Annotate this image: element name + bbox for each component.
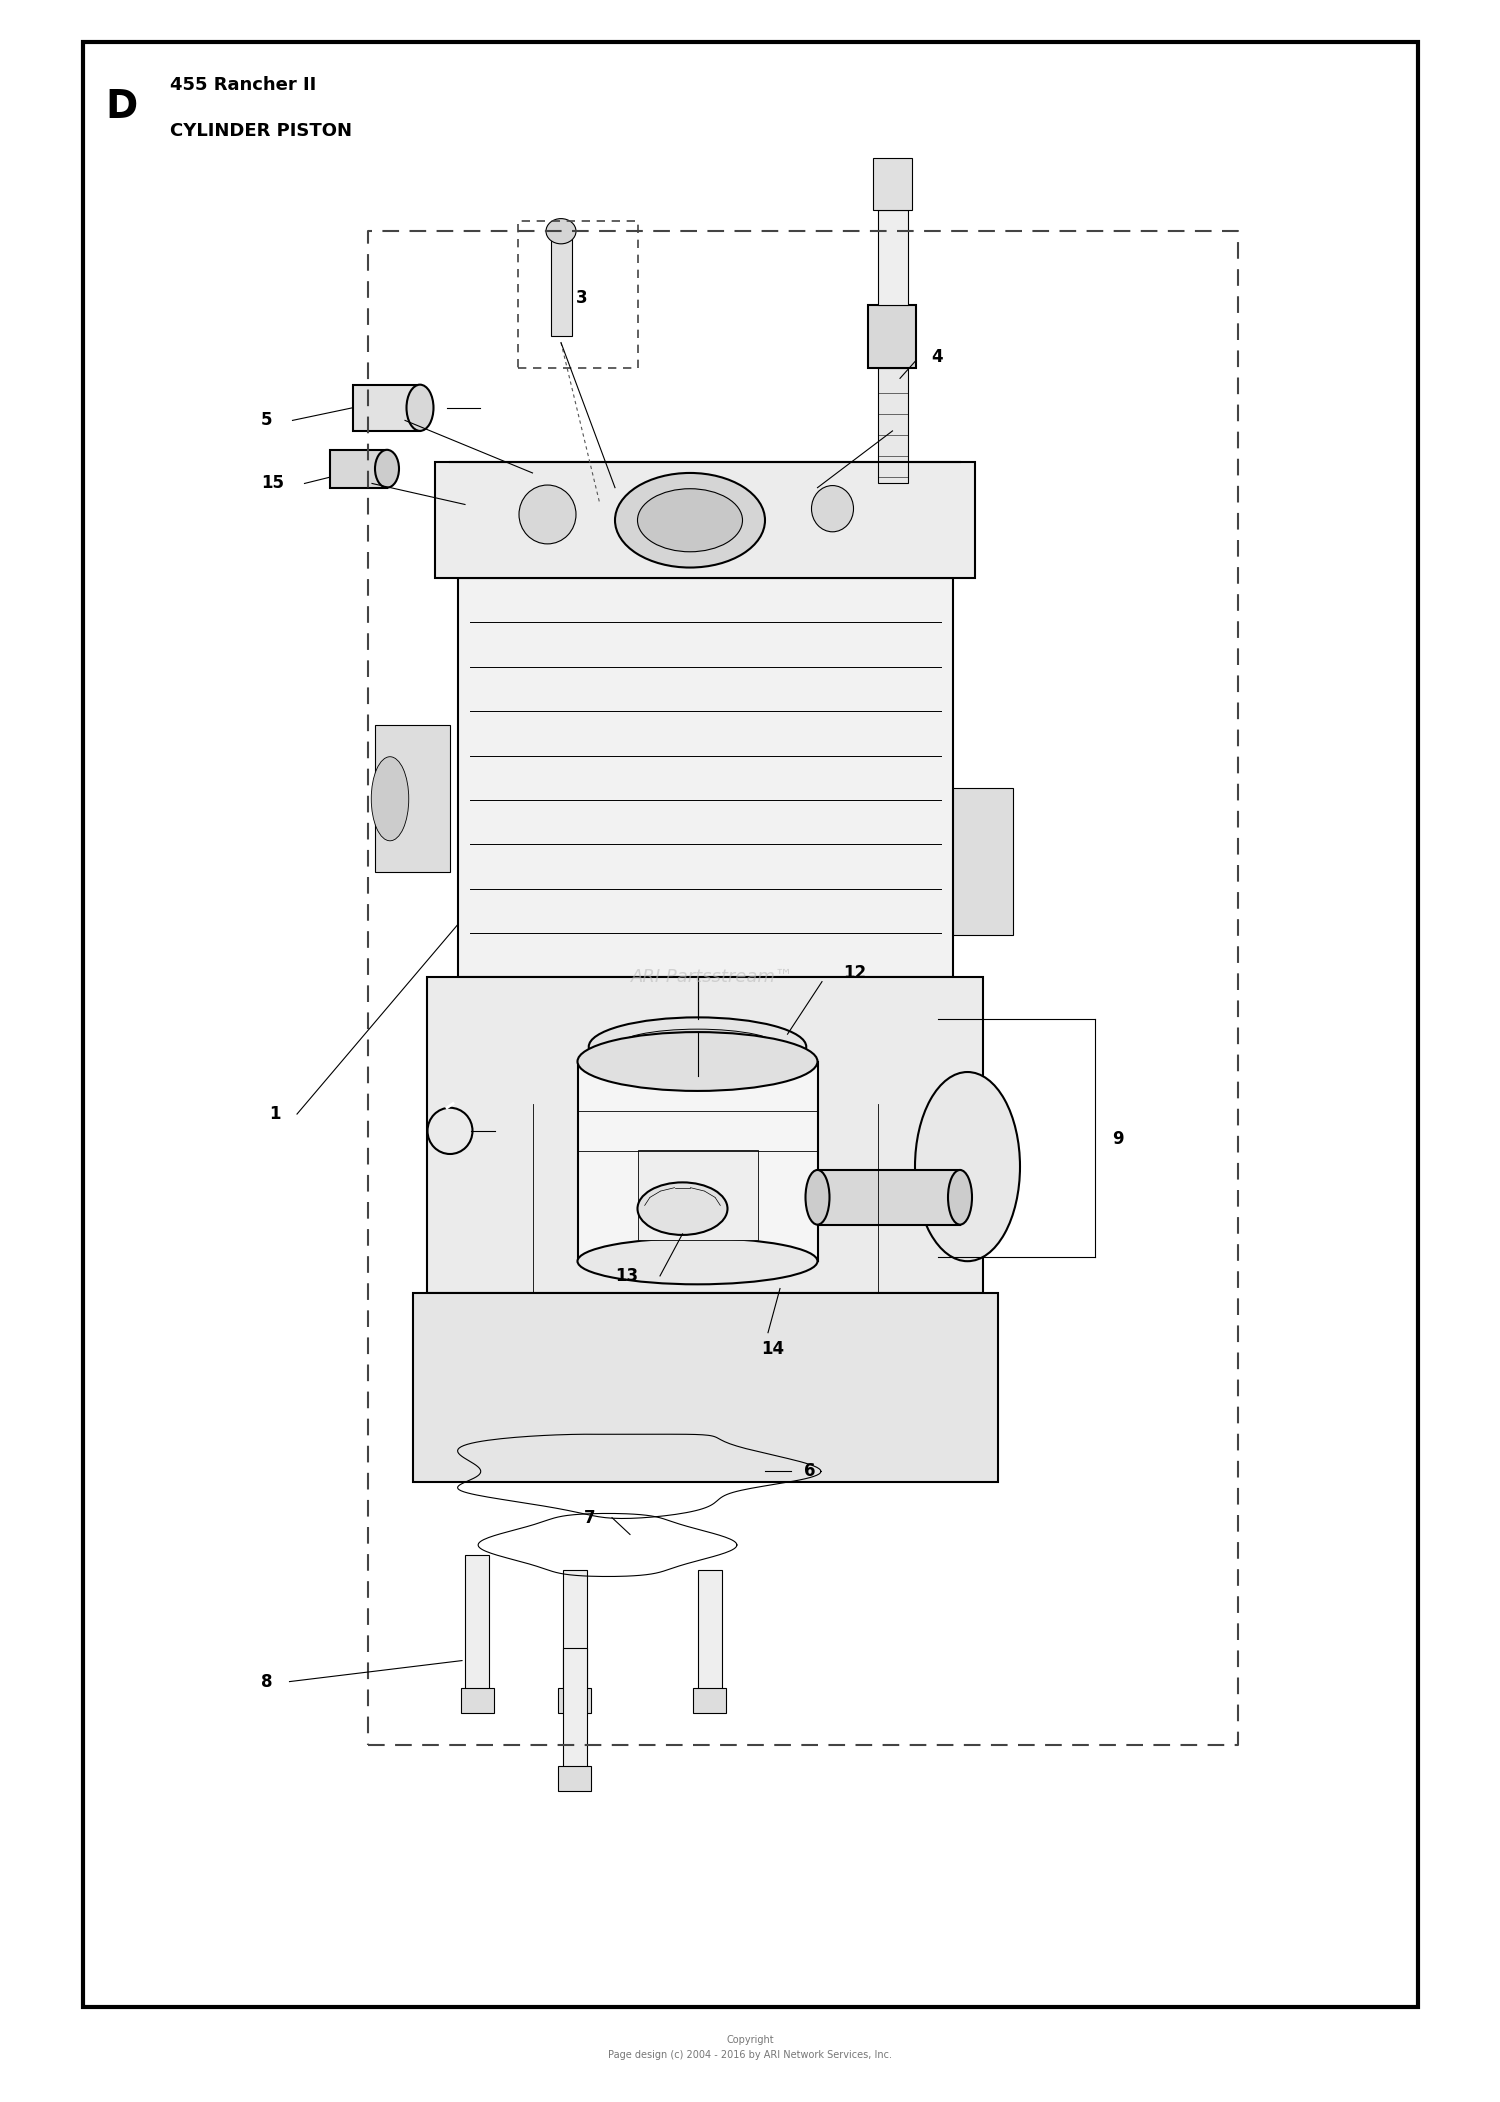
Bar (638, 1150, 758, 1240)
Text: CYLINDER PISTON: CYLINDER PISTON (170, 122, 351, 141)
Bar (562, 1570, 586, 1692)
Text: 3: 3 (576, 290, 588, 307)
Bar (818, 1171, 960, 1225)
Text: Copyright
Page design (c) 2004 - 2016 by ARI Network Services, Inc.: Copyright Page design (c) 2004 - 2016 by… (608, 2035, 892, 2060)
Text: 4: 4 (932, 349, 944, 366)
Text: 455 Rancher II: 455 Rancher II (170, 76, 315, 95)
Text: D: D (105, 88, 138, 126)
Ellipse shape (372, 757, 408, 841)
Ellipse shape (375, 450, 399, 488)
Text: 13: 13 (615, 1268, 639, 1284)
Bar (465, 1555, 489, 1692)
Text: 9: 9 (1112, 1131, 1124, 1148)
Text: 6: 6 (804, 1463, 816, 1480)
Bar (413, 1293, 998, 1482)
Text: 5: 5 (261, 412, 273, 429)
Text: 14: 14 (760, 1341, 784, 1358)
Ellipse shape (615, 473, 765, 568)
Ellipse shape (616, 1030, 778, 1064)
Ellipse shape (638, 488, 742, 551)
Text: 15: 15 (261, 475, 285, 492)
Ellipse shape (812, 486, 853, 532)
Text: 1: 1 (268, 1106, 280, 1122)
Bar (460, 1688, 494, 1713)
Text: 7: 7 (584, 1509, 596, 1526)
Bar (82, 42, 1417, 2007)
Bar (558, 1688, 591, 1713)
Bar (868, 305, 916, 368)
Bar (352, 385, 420, 431)
Bar (693, 1688, 726, 1713)
Bar (952, 788, 1012, 935)
Bar (878, 210, 908, 305)
Ellipse shape (578, 1032, 818, 1091)
Text: 12: 12 (843, 965, 867, 982)
Ellipse shape (915, 1072, 1020, 1261)
Bar (330, 450, 387, 488)
Bar (698, 1570, 721, 1692)
Ellipse shape (406, 385, 433, 431)
Bar (878, 368, 908, 483)
Bar (562, 1648, 586, 1770)
Ellipse shape (546, 219, 576, 244)
Ellipse shape (948, 1171, 972, 1225)
Text: 8: 8 (261, 1673, 273, 1690)
Bar (578, 1062, 818, 1261)
Bar (427, 977, 982, 1293)
Bar (375, 725, 450, 872)
Ellipse shape (519, 486, 576, 544)
Ellipse shape (806, 1171, 830, 1225)
Ellipse shape (588, 1017, 807, 1076)
Bar (873, 158, 912, 210)
Ellipse shape (638, 1181, 728, 1234)
Bar (558, 1766, 591, 1791)
Bar (435, 462, 975, 578)
Ellipse shape (578, 1238, 818, 1284)
Bar (550, 235, 572, 336)
Bar (458, 578, 952, 977)
Text: ARI Partsstream™: ARI Partsstream™ (632, 969, 794, 986)
